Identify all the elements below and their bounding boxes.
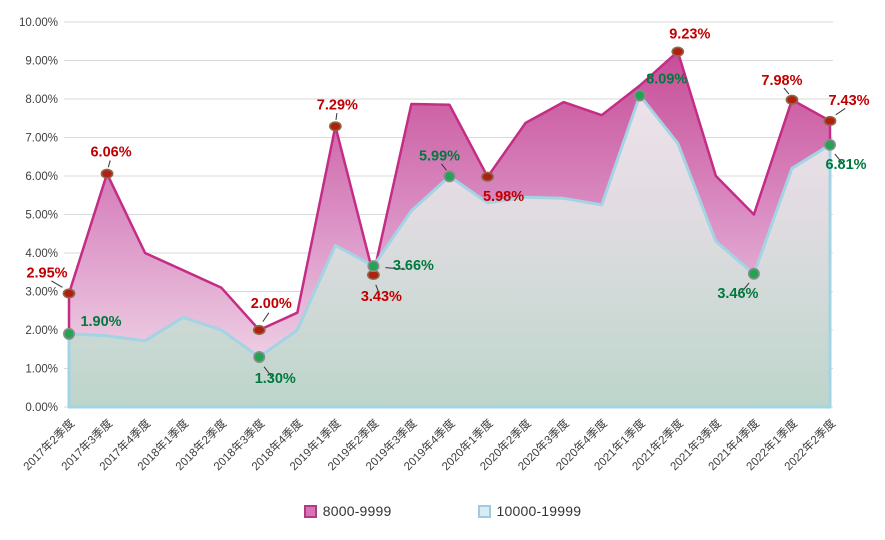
label-leader-line bbox=[740, 282, 750, 293]
label-leader-line bbox=[783, 87, 790, 95]
legend-label: 8000-9999 bbox=[322, 503, 392, 519]
series-area-10000-19999 bbox=[67, 94, 832, 409]
data-point-label: 7.98% bbox=[761, 73, 802, 89]
label-leader-line bbox=[335, 113, 338, 120]
data-point-label: 3.46% bbox=[717, 286, 758, 302]
data-point-label: 6.06% bbox=[90, 145, 131, 161]
data-point-marker bbox=[747, 267, 760, 280]
data-point-label: 9.23% bbox=[669, 27, 710, 43]
y-axis-tick-label: 6.00% bbox=[25, 171, 58, 183]
data-point-label: 3.66% bbox=[393, 258, 434, 274]
label-leader-line bbox=[835, 108, 846, 116]
data-point-marker bbox=[367, 260, 380, 273]
y-axis-tick-label: 7.00% bbox=[25, 133, 58, 145]
data-point-label: 5.99% bbox=[419, 148, 460, 164]
data-point-label: 2.00% bbox=[251, 296, 292, 312]
data-point-label: 6.81% bbox=[825, 157, 866, 173]
series-swatch-icon bbox=[303, 504, 317, 518]
data-point-label: 2.95% bbox=[26, 265, 67, 281]
data-point-marker bbox=[633, 89, 646, 102]
data-point-label: 7.29% bbox=[317, 97, 358, 113]
label-leader-line bbox=[263, 366, 273, 378]
y-axis-tick-label: 1.00% bbox=[25, 364, 58, 376]
data-point-label: 7.43% bbox=[828, 93, 869, 109]
series-swatch-icon bbox=[477, 504, 491, 518]
label-leader-line bbox=[834, 153, 844, 164]
label-leader-line bbox=[441, 163, 447, 171]
data-point-marker bbox=[100, 168, 114, 179]
legend-label: 10000-19999 bbox=[496, 503, 582, 519]
data-point-label: 1.90% bbox=[80, 314, 121, 330]
chart-legend: 8000-9999 10000-19999 bbox=[0, 503, 885, 519]
data-point-marker bbox=[252, 324, 266, 336]
label-leader-line bbox=[51, 280, 63, 288]
y-axis-tick-label: 0.00% bbox=[25, 402, 58, 414]
y-axis-tick-label: 5.00% bbox=[25, 210, 58, 222]
data-point-marker bbox=[328, 121, 342, 132]
data-point-marker bbox=[62, 288, 76, 299]
label-leader-line bbox=[107, 160, 111, 168]
legend-item-8000-9999: 8000-9999 bbox=[303, 503, 392, 519]
data-point-marker bbox=[62, 327, 75, 340]
data-point-marker bbox=[823, 115, 837, 127]
data-point-label: 5.98% bbox=[483, 189, 524, 205]
label-leader-line bbox=[375, 284, 381, 296]
data-point-marker bbox=[785, 94, 799, 105]
data-point-marker bbox=[823, 138, 836, 151]
y-axis-tick-label: 3.00% bbox=[25, 287, 58, 299]
data-point-marker bbox=[443, 170, 456, 183]
y-axis-tick-label: 2.00% bbox=[25, 325, 58, 337]
label-leader-line bbox=[262, 312, 270, 322]
data-point-label: 1.30% bbox=[255, 371, 296, 387]
y-axis-tick-label: 8.00% bbox=[25, 94, 58, 106]
data-point-marker bbox=[253, 350, 266, 363]
legend-item-10000-19999: 10000-19999 bbox=[477, 503, 582, 519]
y-axis-tick-label: 10.00% bbox=[19, 17, 58, 29]
data-point-marker bbox=[671, 46, 685, 57]
data-point-label: 3.43% bbox=[361, 289, 402, 305]
y-axis-tick-label: 4.00% bbox=[25, 248, 58, 260]
data-point-label: 8.09% bbox=[646, 72, 687, 88]
label-leader-line bbox=[385, 267, 406, 270]
data-point-marker bbox=[481, 171, 494, 182]
y-axis-tick-label: 9.00% bbox=[25, 56, 58, 68]
